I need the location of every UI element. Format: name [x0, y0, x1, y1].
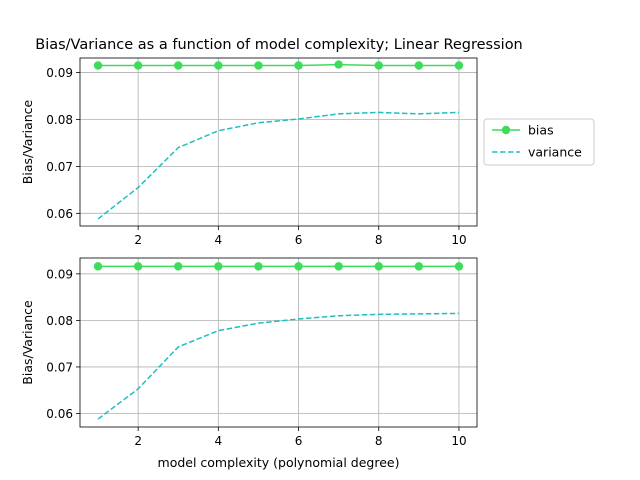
y-axis-label: Bias/Variance [20, 99, 35, 184]
legend-bias-label: bias [528, 123, 554, 138]
x-tick-label: 10 [451, 233, 466, 247]
x-tick-label: 6 [295, 434, 303, 448]
bias-point [93, 262, 103, 271]
bias-point [174, 61, 183, 70]
bias-point [454, 61, 464, 70]
y-tick-label: 0.09 [46, 66, 73, 80]
x-tick-label: 6 [295, 233, 303, 247]
y-tick-label: 0.06 [46, 207, 73, 221]
y-axis-label: Bias/Variance [20, 300, 35, 385]
axes-frame [79, 257, 478, 428]
variance-line [97, 312, 459, 420]
x-tick-label: 10 [451, 434, 466, 448]
axes-frame [79, 57, 478, 227]
top-plot: 2 4 6 8 10 0.06 0.07 0.08 0.09 Bias/Variance [20, 57, 478, 247]
y-tick-label: 0.07 [46, 360, 73, 374]
variance-line [97, 111, 459, 220]
bias-line [98, 63, 459, 67]
figure-title: Bias/Variance as a function of model com… [35, 37, 523, 53]
bias-point [133, 262, 143, 271]
bias-point [414, 262, 424, 271]
y-tick-label: 0.08 [46, 314, 73, 328]
bias-point [414, 61, 424, 70]
bias-point [254, 61, 263, 70]
legend-bias-marker [501, 125, 511, 135]
bias-point [133, 61, 143, 70]
x-tick-label: 8 [375, 434, 383, 448]
bias-point [174, 262, 183, 271]
x-tick-label: 4 [215, 233, 223, 247]
x-tick-label: 2 [134, 434, 142, 448]
x-tick-label: 8 [375, 233, 383, 247]
y-tick-label: 0.08 [46, 113, 73, 127]
bias-point [294, 262, 303, 271]
x-axis-label: model complexity (polynomial degree) [158, 455, 400, 470]
y-tick-label: 0.07 [46, 160, 73, 174]
bias-point [214, 262, 223, 271]
bias-point [294, 61, 303, 70]
bias-point [374, 61, 383, 70]
legend-variance-label: variance [528, 145, 582, 160]
bottom-plot: 2 4 6 8 10 0.06 0.07 0.08 0.09 Bias/Variance model… [20, 257, 478, 470]
y-tick-label: 0.06 [46, 407, 73, 421]
bias-point [334, 262, 343, 271]
x-tick-label: 2 [134, 233, 142, 247]
bias-point [374, 262, 383, 271]
bias-point [214, 61, 223, 70]
y-tick-label: 0.09 [46, 267, 73, 281]
bias-point [454, 262, 464, 271]
bias-point [334, 60, 343, 69]
bias-point [254, 262, 263, 271]
bias-point [93, 61, 103, 70]
legend: bias variance [483, 118, 595, 166]
x-tick-label: 4 [215, 434, 223, 448]
